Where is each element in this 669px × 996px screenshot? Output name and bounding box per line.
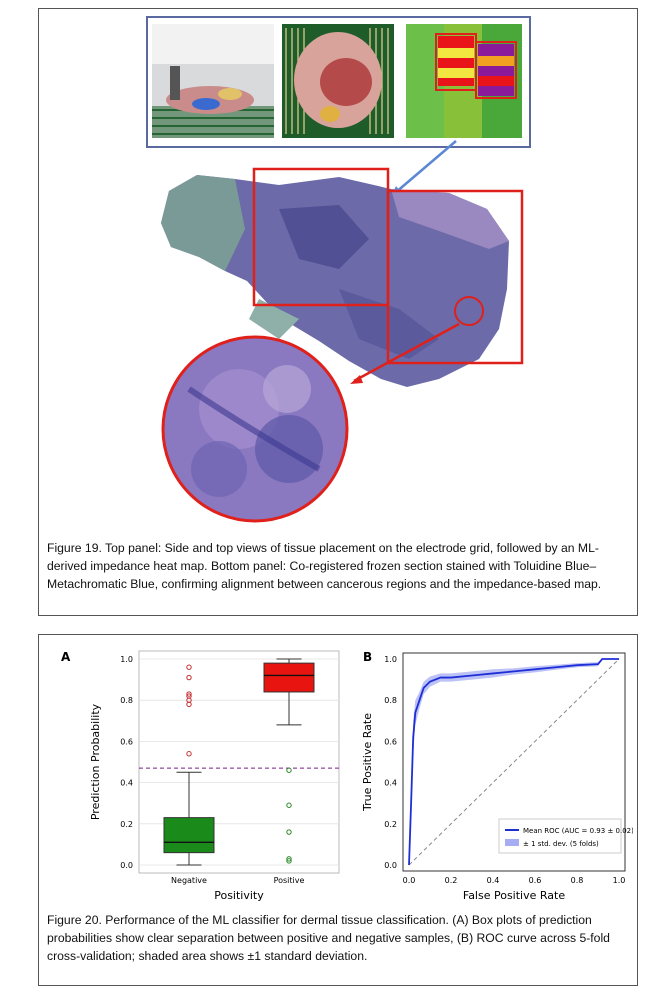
x-tick-label: 1.0 — [613, 876, 626, 885]
x-tick-label: Negative — [171, 876, 207, 885]
magnified-region — [161, 335, 349, 523]
x-axis-label: Positivity — [214, 889, 264, 902]
x-tick-label: 0.4 — [487, 876, 500, 885]
roc-frame — [402, 652, 626, 872]
chance-line — [408, 658, 620, 866]
panel-label-b: B — [363, 650, 372, 664]
roc-std-band — [409, 659, 619, 865]
x-tick-label: Positive — [274, 876, 305, 885]
outlier-point — [286, 856, 292, 862]
y-tick-label: 0.4 — [120, 779, 133, 788]
zoom-source-circle — [454, 296, 484, 326]
y-tick-label: 0.8 — [384, 696, 397, 705]
y-tick-label: 1.0 — [384, 655, 397, 664]
legend-label-mean-roc: Mean ROC (AUC = 0.93 ± 0.02) — [523, 827, 633, 835]
box-positive — [263, 662, 315, 693]
figure-20-caption-text: Performance of the ML classifier for der… — [47, 913, 610, 963]
side-view-photo — [152, 24, 274, 138]
outlier-point — [186, 751, 192, 757]
y-tick-label: 0.6 — [384, 737, 397, 746]
impedance-heatmap — [406, 24, 522, 138]
roc-chart: B 0.0 0.0 0.2 0.2 0.4 0.4 0.6 0.6 0.8 0.8 1.0 1.0 Mea… — [361, 650, 633, 902]
figure-19-label: Figure 19. — [47, 541, 102, 555]
legend-band-swatch — [505, 839, 519, 846]
roc-mean-line — [408, 658, 619, 866]
outlier-point — [186, 664, 192, 670]
box-negative — [163, 817, 215, 854]
y-tick-label: 0.6 — [120, 737, 133, 746]
y-tick-label: 0.0 — [120, 861, 133, 870]
outlier-point — [286, 802, 292, 808]
electrode-photos — [152, 24, 522, 138]
y-tick-label: 0.8 — [120, 696, 133, 705]
x-tick-label: 0.0 — [403, 876, 416, 885]
figure-19-panel: Figure 19. Top panel: Side and top views… — [38, 8, 638, 616]
panel-label-a: A — [61, 650, 71, 664]
y-axis-label: True Positive Rate — [361, 713, 374, 812]
outlier-point — [286, 829, 292, 835]
boxplot-frame — [138, 650, 340, 874]
figure-20-panel: A 0.0 0.2 0.4 0.6 0.8 1.0 Negative Positive Posit… — [38, 634, 638, 986]
x-tick-label: 0.6 — [529, 876, 542, 885]
figure-19-caption: Figure 19. Top panel: Side and top views… — [47, 539, 631, 593]
legend-box — [498, 818, 622, 854]
figure-20-caption: Figure 20. Performance of the ML classif… — [47, 911, 635, 965]
top-view-photo — [282, 24, 394, 138]
x-axis-label: False Positive Rate — [463, 889, 565, 902]
y-tick-label: 1.0 — [120, 655, 133, 664]
legend-label-std: ± 1 std. dev. (5 folds) — [523, 840, 599, 848]
y-axis-label: Prediction Probability — [89, 703, 102, 820]
figure-19-caption-text: Top panel: Side and top views of tissue … — [47, 541, 602, 591]
tissue-section-figure — [161, 140, 524, 523]
boxplot-chart: A 0.0 0.2 0.4 0.6 0.8 1.0 Negative Positive Posit… — [61, 650, 340, 902]
roi-box-right — [386, 189, 524, 365]
y-tick-label: 0.2 — [120, 820, 133, 829]
outlier-point — [186, 691, 192, 697]
outlier-point — [286, 858, 292, 864]
figure-20-label: Figure 20. — [47, 913, 102, 927]
outlier-point — [186, 693, 192, 699]
electrode-photo-strip — [146, 16, 531, 148]
x-tick-label: 0.2 — [445, 876, 458, 885]
outlier-point — [286, 767, 292, 773]
y-tick-label: 0.4 — [384, 779, 397, 788]
x-tick-label: 0.8 — [571, 876, 584, 885]
frozen-section-image — [161, 175, 509, 387]
link-arrow — [394, 140, 457, 194]
y-tick-label: 0.0 — [384, 861, 397, 870]
outlier-point — [186, 674, 192, 681]
y-tick-label: 0.2 — [384, 820, 397, 829]
